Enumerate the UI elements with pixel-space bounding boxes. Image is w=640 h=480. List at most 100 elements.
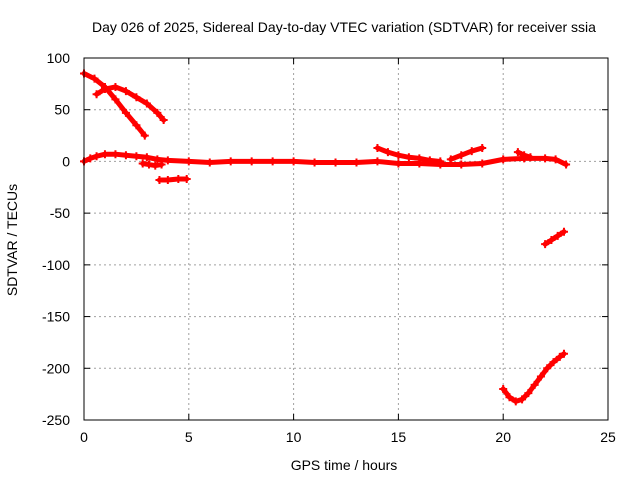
- data-point: [226, 157, 235, 166]
- data-point: [404, 153, 413, 162]
- data-point: [457, 160, 466, 169]
- data-series: [500, 351, 567, 404]
- data-point: [513, 148, 522, 157]
- data-point: [151, 161, 160, 170]
- data-point: [100, 150, 109, 159]
- data-point: [499, 384, 508, 393]
- data-point: [159, 116, 168, 125]
- data-point: [121, 108, 130, 117]
- data-point: [524, 389, 533, 398]
- data-point: [559, 227, 568, 236]
- data-point: [92, 152, 101, 161]
- data-point: [310, 158, 319, 167]
- data-point: [478, 159, 487, 168]
- data-point: [182, 175, 191, 184]
- data-point: [155, 176, 164, 185]
- data-point: [132, 121, 141, 130]
- data-point: [457, 151, 466, 160]
- data-series: [156, 176, 190, 183]
- data-point: [446, 155, 455, 164]
- data-point: [541, 240, 550, 249]
- data-point: [505, 393, 514, 402]
- data-point: [478, 143, 487, 152]
- data-point: [163, 156, 172, 165]
- data-point: [157, 160, 166, 169]
- y-tick-label: 100: [47, 50, 71, 66]
- data-point: [526, 153, 535, 162]
- data-point: [541, 154, 550, 163]
- data-point: [543, 364, 552, 373]
- data-point: [153, 155, 162, 164]
- y-tick-label: -150: [42, 309, 70, 325]
- data-point: [92, 90, 101, 99]
- axis-ticks: 0 5 10 15 20 25 -250 -200 -150 -100 -50 0 50 100: [42, 50, 616, 445]
- data-point: [111, 82, 120, 91]
- data-point: [331, 158, 340, 167]
- data-point: [425, 156, 434, 165]
- y-axis-label: SDTVAR / TECUs: [4, 184, 20, 296]
- data-point: [555, 352, 564, 361]
- data-point: [562, 160, 571, 169]
- x-tick-label: 20: [495, 429, 511, 445]
- data-point: [415, 154, 424, 163]
- data-point: [394, 159, 403, 168]
- data-point: [132, 93, 141, 102]
- data-point: [174, 175, 183, 184]
- data-point: [536, 372, 545, 381]
- data-point: [205, 158, 214, 167]
- x-tick-label: 5: [185, 429, 193, 445]
- data-point: [436, 157, 445, 166]
- data-point: [373, 157, 382, 166]
- y-tick-label: 50: [54, 102, 70, 118]
- data-point: [140, 131, 149, 140]
- data-point: [111, 150, 120, 159]
- data-point: [352, 158, 361, 167]
- grid-lines: [84, 58, 608, 420]
- x-tick-label: 25: [600, 429, 616, 445]
- y-tick-label: -50: [50, 205, 70, 221]
- data-point: [518, 395, 527, 404]
- data-point: [530, 380, 539, 389]
- data-point: [553, 231, 562, 240]
- data-point: [90, 74, 99, 83]
- data-point: [247, 157, 256, 166]
- x-tick-label: 0: [80, 429, 88, 445]
- data-point: [184, 157, 193, 166]
- y-tick-label: -250: [42, 412, 70, 428]
- y-tick-label: 0: [62, 153, 70, 169]
- data-point: [520, 151, 529, 160]
- data-point: [121, 151, 130, 160]
- y-tick-label: -200: [42, 360, 70, 376]
- data-series: [542, 229, 567, 247]
- x-tick-label: 10: [286, 429, 302, 445]
- data-point: [289, 157, 298, 166]
- data-point: [86, 154, 95, 163]
- data-point: [559, 349, 568, 358]
- data-point: [268, 157, 277, 166]
- data-series: [448, 145, 485, 162]
- data-point: [549, 358, 558, 367]
- data-point: [100, 85, 109, 94]
- data-point: [111, 95, 120, 104]
- data-point: [373, 143, 382, 152]
- data-point: [163, 176, 172, 185]
- plot-frame: [83, 57, 609, 421]
- data-point: [511, 397, 520, 406]
- x-tick-label: 15: [391, 429, 407, 445]
- data-point: [394, 151, 403, 160]
- plot-area: [80, 69, 571, 406]
- data-point: [144, 160, 153, 169]
- data-point: [551, 155, 560, 164]
- data-point: [142, 99, 151, 108]
- data-point: [153, 108, 162, 117]
- data-point: [467, 147, 476, 156]
- x-axis-label: GPS time / hours: [291, 457, 398, 473]
- data-point: [121, 87, 130, 96]
- data-point: [132, 152, 141, 161]
- chart-title: Day 026 of 2025, Sidereal Day-to-day VTE…: [92, 19, 596, 35]
- data-point: [142, 153, 151, 162]
- data-point: [383, 148, 392, 157]
- data-point: [547, 236, 556, 245]
- y-tick-label: -100: [42, 257, 70, 273]
